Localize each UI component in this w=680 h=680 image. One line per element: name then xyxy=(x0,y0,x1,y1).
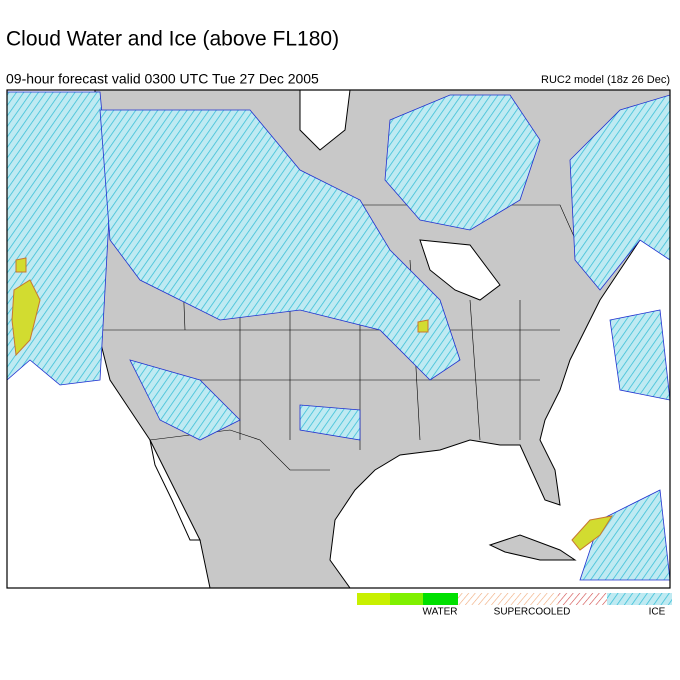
subtitle: 09-hour forecast valid 0300 UTC Tue 27 D… xyxy=(6,71,319,87)
ice-area xyxy=(299,404,361,441)
ice-area xyxy=(384,94,541,231)
ice-area xyxy=(569,94,671,291)
water-clouds xyxy=(11,257,614,551)
legend-swatch xyxy=(390,593,423,605)
legend-label: ICE xyxy=(649,607,666,618)
gulf-of-california xyxy=(149,439,201,541)
legend-swatch xyxy=(607,593,672,605)
water-area xyxy=(417,319,429,333)
legend-label: WATER xyxy=(423,607,458,618)
ice-area xyxy=(129,359,241,441)
legend-swatch xyxy=(458,593,558,605)
map xyxy=(6,89,671,589)
water-area xyxy=(15,257,27,273)
legend-swatch xyxy=(558,593,607,605)
water-area xyxy=(571,515,614,551)
model-label: RUC2 model (18z 26 Dec) xyxy=(541,74,670,86)
cuba xyxy=(488,534,577,561)
legend: WATER SUPERCOOLED ICE xyxy=(357,593,672,618)
water-area xyxy=(11,279,41,357)
map-frame xyxy=(6,89,671,589)
ice-area xyxy=(99,109,461,381)
title: Cloud Water and Ice (above FL180) xyxy=(6,28,339,51)
legend-swatch xyxy=(423,593,458,605)
legend-swatch xyxy=(357,593,390,605)
great-lakes xyxy=(419,239,501,301)
legend-label: SUPERCOOLED xyxy=(494,607,571,618)
